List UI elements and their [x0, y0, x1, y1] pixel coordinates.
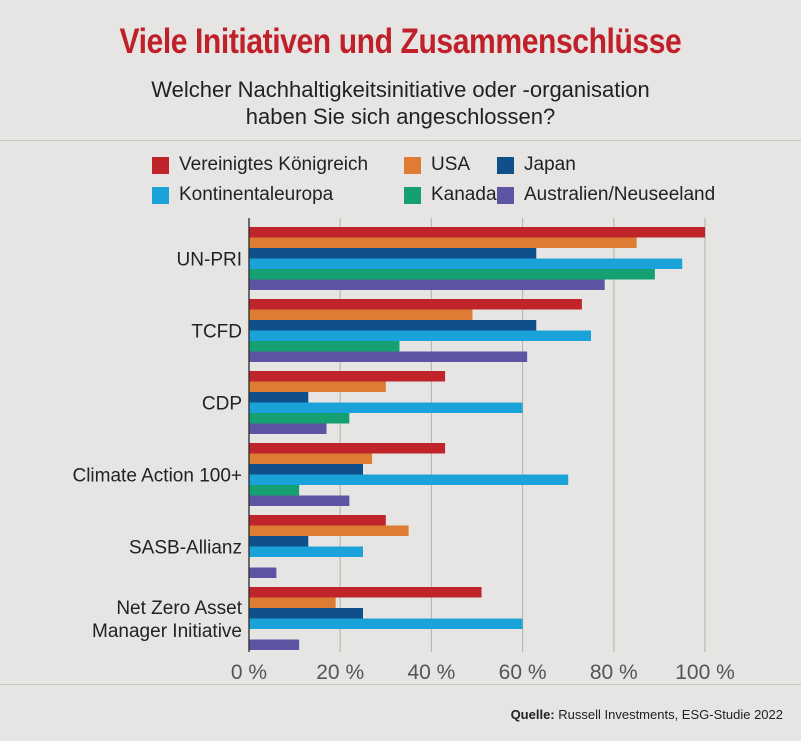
bar [249, 279, 605, 290]
legend-label: Vereinigtes Königreich [179, 154, 369, 175]
legend-swatch [152, 156, 169, 174]
bar [249, 330, 591, 341]
legend-item: Kontinentaleuropa [152, 183, 333, 207]
bar [249, 309, 473, 320]
bar [249, 567, 277, 578]
legend-item: Vereinigtes Königreich [152, 153, 368, 177]
source-note: Quelle: Russell Investments, ESG-Studie … [511, 707, 783, 722]
category-label: SASB-Allianz [129, 538, 242, 559]
legend-item: Kanada [404, 183, 497, 207]
bar [249, 464, 363, 475]
legend-item: Japan [497, 153, 576, 177]
bar [249, 639, 300, 650]
legend-swatch [152, 186, 169, 204]
legend-label: Kanada [431, 184, 497, 205]
category-label: UN-PRI [177, 250, 242, 271]
legend-item: USA [404, 153, 470, 177]
source-label: Quelle: [510, 707, 555, 722]
subtitle-line-1: Welcher Nachhaltigkeitsinitiative oder -… [151, 77, 650, 102]
top-divider [0, 140, 801, 141]
bar [249, 597, 336, 608]
legend-swatch [404, 156, 421, 174]
legend-swatch [497, 156, 514, 174]
chart-legend: Vereinigtes Königreich USA Japan Kontinenta… [0, 153, 801, 213]
x-tick-label: 20 % [316, 661, 364, 684]
bar [249, 443, 446, 454]
bar [249, 351, 528, 362]
legend-swatch [497, 186, 514, 204]
bar [249, 402, 523, 413]
bar [249, 608, 363, 619]
category-label: CDP [202, 394, 242, 415]
bar [249, 341, 400, 352]
x-tick-label: 100 % [675, 661, 735, 684]
x-tick-label: 60 % [499, 661, 547, 684]
chart-title: Viele Initiativen und Zusammenschlüsse [119, 22, 682, 61]
bar [249, 392, 309, 403]
bar [249, 258, 683, 269]
bar [249, 269, 655, 280]
bar [249, 371, 446, 382]
category-label: Climate Action 100+ [72, 466, 242, 487]
bar [249, 587, 482, 598]
bar [249, 474, 569, 485]
bar [249, 381, 386, 392]
legend-label: Australien/Neuseeland [524, 184, 716, 205]
bar [249, 227, 705, 238]
legend-label: Kontinentaleuropa [179, 184, 334, 205]
x-tick-label: 40 % [407, 661, 455, 684]
bottom-divider [0, 684, 801, 685]
bar [249, 495, 350, 506]
legend-label: USA [431, 154, 471, 175]
category-label: Net Zero Asset [116, 598, 242, 619]
bar [249, 248, 537, 259]
bar [249, 320, 537, 331]
bar [249, 299, 582, 310]
bar [249, 536, 309, 547]
bar [249, 525, 409, 536]
bar [249, 413, 350, 424]
x-tick-label: 0 % [231, 661, 267, 684]
legend-swatch [404, 186, 421, 204]
bar-chart: UN-PRI TCFD CDP Climate Action 100+ SASB-All… [72, 218, 735, 684]
category-label: Manager Initiative [92, 621, 242, 642]
chart-subtitle: Welcher Nachhaltigkeitsinitiative oder -… [0, 76, 801, 130]
bar [249, 453, 373, 464]
source-text: Russell Investments, ESG-Studie 2022 [558, 707, 783, 722]
subtitle-line-2: haben Sie sich angeschlossen? [245, 104, 556, 129]
bar [249, 485, 300, 496]
bar [249, 237, 637, 248]
bar [249, 423, 327, 434]
bar [249, 515, 386, 526]
legend-item: Australien/Neuseeland [497, 183, 715, 207]
x-tick-label: 80 % [590, 661, 638, 684]
bar [249, 546, 363, 557]
category-label: TCFD [191, 322, 242, 343]
legend-label: Japan [524, 154, 576, 175]
bar [249, 618, 523, 629]
